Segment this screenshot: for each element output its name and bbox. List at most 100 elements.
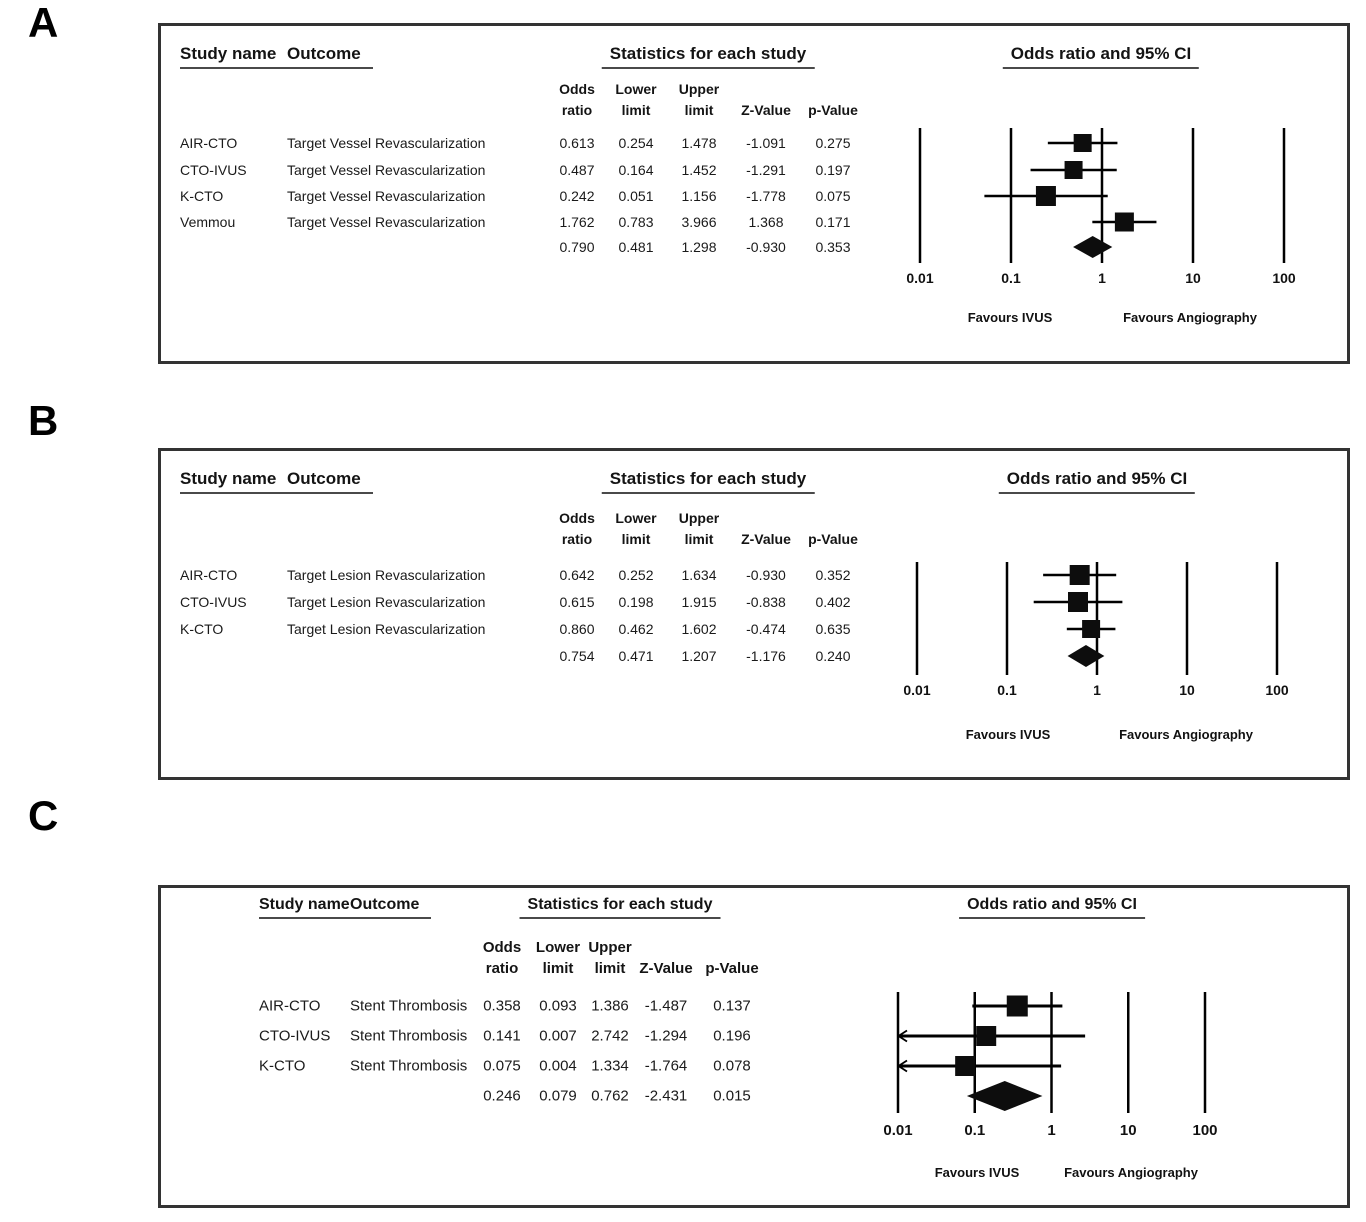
z-cell: -1.778 [746, 188, 786, 204]
column-header-line: Z-Value [639, 960, 693, 977]
study-name-cell: CTO-IVUS [180, 162, 247, 178]
lower-cell: 0.254 [618, 135, 654, 151]
study-name-cell: K-CTO [180, 621, 224, 637]
outcome-cell: Stent Thrombosis [350, 997, 468, 1015]
summary-lower-cell: 0.481 [618, 239, 654, 255]
p-cell: 0.078 [713, 1057, 751, 1075]
lower-cell: 0.252 [618, 567, 654, 583]
column-header-z-value: Z-Value [729, 506, 803, 550]
column-header-outcome: Outcome [287, 44, 373, 69]
column-header-outcome: Outcome [287, 469, 373, 494]
or-cell: 0.242 [559, 188, 595, 204]
outcome-cell: Target Lesion Revascularization [287, 594, 486, 610]
or-cell: 0.642 [559, 567, 595, 583]
column-header-line: Odds [559, 81, 595, 97]
or-cell: 0.613 [559, 135, 595, 151]
lower-cell: 0.051 [618, 188, 654, 204]
column-header-line: Upper [678, 510, 720, 526]
z-cell: -0.930 [746, 567, 786, 583]
p-cell: 0.635 [815, 621, 851, 637]
p-cell: 0.137 [713, 997, 751, 1015]
upper-cell: 1.156 [681, 188, 717, 204]
column-header-line: Odds [482, 939, 522, 956]
axis-tick-label: 0.1 [964, 1122, 986, 1139]
summary-z-cell: -2.431 [644, 1087, 688, 1105]
study-name-cell: CTO-IVUS [259, 1027, 331, 1045]
column-header-line: Z-Value [741, 102, 791, 118]
z-cell: -1.294 [644, 1027, 688, 1045]
upper-cell: 1.386 [591, 997, 629, 1015]
upper-cell: 1.634 [681, 567, 717, 583]
column-header-line: Upper [588, 939, 632, 956]
axis-tick-label: 1 [1093, 682, 1101, 698]
summary-upper-cell: 1.207 [681, 648, 717, 664]
favours-left-label: Favours IVUS [934, 1165, 1020, 1180]
stats-group-title: Statistics for each study [601, 44, 815, 69]
lower-cell: 0.004 [539, 1057, 577, 1075]
or-cell: 0.141 [483, 1027, 521, 1045]
axis-tick-label: 10 [1119, 1122, 1137, 1139]
favours-right-label: Favours Angiography [1119, 727, 1253, 742]
panel-c-border [158, 885, 1350, 1208]
panel-a-label: A [28, 0, 59, 46]
column-header-p-value: p-Value [695, 935, 769, 979]
axis-tick-label: 0.01 [903, 682, 931, 698]
z-cell: -1.764 [644, 1057, 688, 1075]
p-cell: 0.075 [815, 188, 851, 204]
lower-cell: 0.007 [539, 1027, 577, 1045]
axis-tick-label: 100 [1265, 682, 1289, 698]
z-cell: -1.091 [746, 135, 786, 151]
column-header-line: Lower [615, 510, 657, 526]
column-header-line: Lower [615, 81, 657, 97]
or-cell: 0.860 [559, 621, 595, 637]
summary-or-cell: 0.246 [483, 1087, 521, 1105]
outcome-cell: Target Vessel Revascularization [287, 135, 486, 151]
summary-p-cell: 0.015 [713, 1087, 751, 1105]
lower-cell: 0.462 [618, 621, 654, 637]
column-header-line: p-Value [808, 102, 858, 118]
summary-p-cell: 0.353 [815, 239, 851, 255]
column-header-line: ratio [561, 102, 593, 118]
axis-tick-label: 0.1 [997, 682, 1017, 698]
column-header-line: Odds [559, 510, 595, 526]
summary-lower-cell: 0.079 [539, 1087, 577, 1105]
or-cell: 0.487 [559, 162, 595, 178]
z-cell: -0.838 [746, 594, 786, 610]
z-cell: -0.474 [746, 621, 786, 637]
outcome-cell: Target Vessel Revascularization [287, 162, 486, 178]
stats-group-title: Statistics for each study [601, 469, 815, 494]
study-name-cell: AIR-CTO [180, 135, 238, 151]
column-header-line: limit [594, 960, 626, 977]
column-header-line: limit [621, 102, 651, 118]
column-header-line: limit [542, 960, 574, 977]
lower-cell: 0.783 [618, 214, 654, 230]
outcome-cell: Target Vessel Revascularization [287, 214, 486, 230]
p-cell: 0.171 [815, 214, 851, 230]
column-header-odds-ratio: Odds ratio [540, 77, 614, 121]
column-header-line: Upper [678, 81, 720, 97]
study-name-cell: AIR-CTO [180, 567, 238, 583]
favours-right-label: Favours Angiography [1064, 1165, 1198, 1180]
column-header-line: Lower [535, 939, 581, 956]
column-header-upper-limit: Upper limit [662, 77, 736, 121]
study-name-cell: K-CTO [180, 188, 224, 204]
column-header-study-name: Study name [259, 896, 354, 919]
axis-tick-label: 10 [1179, 682, 1195, 698]
study-name-cell: CTO-IVUS [180, 594, 247, 610]
upper-cell: 1.478 [681, 135, 717, 151]
axis-tick-label: 100 [1192, 1122, 1218, 1139]
panel-c-label: C [28, 792, 59, 839]
plot-title: Odds ratio and 95% CI [1002, 44, 1200, 69]
z-cell: 1.368 [748, 214, 784, 230]
column-header-line: limit [684, 531, 714, 547]
upper-cell: 1.334 [591, 1057, 629, 1075]
column-header-line: p-Value [808, 531, 858, 547]
panel-b-border [158, 448, 1350, 780]
favours-left-label: Favours IVUS [967, 310, 1053, 325]
plot-title: Odds ratio and 95% CI [959, 896, 1145, 919]
study-name-cell: Vemmou [180, 214, 236, 230]
column-header-lower-limit: Lower limit [599, 77, 673, 121]
column-header-lower-limit: Lower limit [599, 506, 673, 550]
column-header-line: limit [621, 531, 651, 547]
